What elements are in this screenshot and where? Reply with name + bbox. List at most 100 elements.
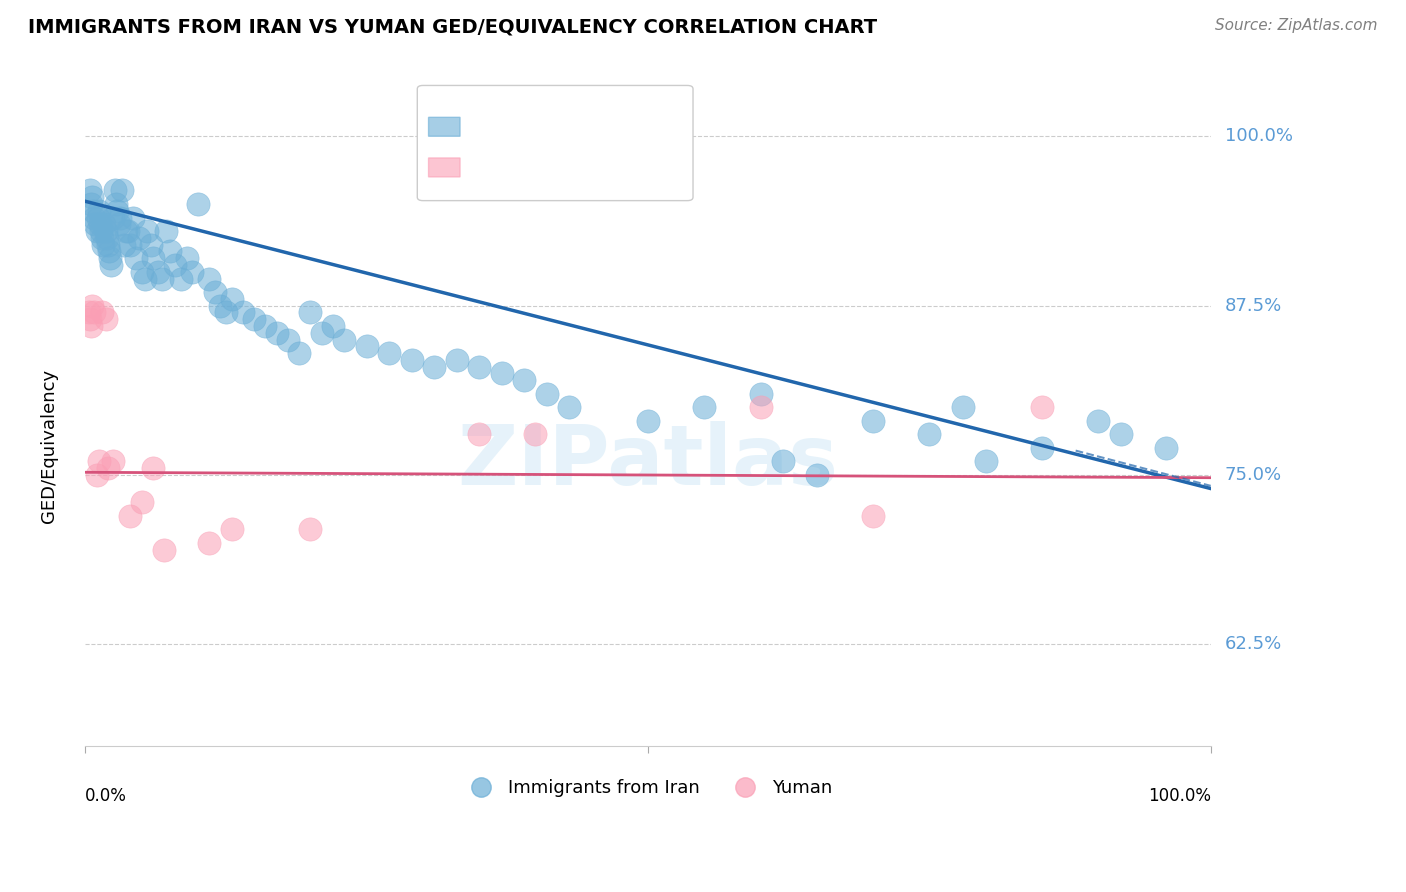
Point bbox=[105, 203, 128, 218]
Point bbox=[77, 305, 100, 319]
Point bbox=[89, 217, 111, 231]
Point bbox=[423, 359, 446, 374]
Point bbox=[1087, 414, 1109, 428]
Point bbox=[221, 292, 243, 306]
Point bbox=[79, 312, 101, 326]
Point bbox=[772, 454, 794, 468]
Point bbox=[198, 271, 221, 285]
Point bbox=[131, 265, 153, 279]
Point bbox=[637, 414, 659, 428]
Point bbox=[209, 299, 232, 313]
Point bbox=[254, 318, 277, 333]
Point bbox=[181, 265, 204, 279]
Point bbox=[277, 333, 299, 347]
Point bbox=[100, 258, 122, 272]
Point bbox=[79, 184, 101, 198]
Point bbox=[1154, 441, 1177, 455]
Point bbox=[108, 217, 131, 231]
Text: 75.0%: 75.0% bbox=[1225, 466, 1282, 484]
Point bbox=[468, 427, 491, 442]
Point bbox=[91, 305, 114, 319]
Point bbox=[299, 305, 322, 319]
Point bbox=[125, 251, 148, 265]
Point bbox=[80, 190, 103, 204]
Point bbox=[86, 211, 108, 225]
Point bbox=[187, 197, 209, 211]
Point bbox=[322, 318, 344, 333]
Point bbox=[378, 346, 401, 360]
Text: 0.0%: 0.0% bbox=[86, 787, 127, 805]
Point bbox=[159, 244, 181, 259]
Point bbox=[232, 305, 254, 319]
Point bbox=[136, 224, 159, 238]
Point bbox=[243, 312, 266, 326]
Point bbox=[155, 224, 177, 238]
Point bbox=[524, 427, 547, 442]
Point bbox=[142, 251, 165, 265]
Point bbox=[83, 305, 105, 319]
Point bbox=[170, 271, 193, 285]
Point bbox=[104, 197, 127, 211]
Point bbox=[87, 203, 110, 218]
Point bbox=[198, 535, 221, 549]
Point bbox=[103, 454, 125, 468]
Point bbox=[90, 224, 112, 238]
Point bbox=[128, 231, 150, 245]
Point bbox=[80, 299, 103, 313]
Point bbox=[94, 224, 117, 238]
Text: 100.0%: 100.0% bbox=[1147, 787, 1211, 805]
Point bbox=[150, 271, 173, 285]
Point bbox=[87, 454, 110, 468]
Point bbox=[918, 427, 941, 442]
Point bbox=[749, 386, 772, 401]
Point bbox=[536, 386, 558, 401]
Point bbox=[131, 495, 153, 509]
Point bbox=[491, 367, 513, 381]
Point bbox=[749, 401, 772, 415]
Point bbox=[97, 461, 120, 475]
Point bbox=[862, 414, 884, 428]
Point bbox=[356, 339, 378, 353]
Point bbox=[446, 352, 468, 367]
Point bbox=[94, 312, 117, 326]
Point bbox=[82, 203, 104, 218]
Point bbox=[117, 224, 139, 238]
Point bbox=[120, 237, 142, 252]
Point bbox=[468, 359, 491, 374]
Point bbox=[86, 468, 108, 483]
Text: GED/Equivalency: GED/Equivalency bbox=[41, 369, 58, 523]
Point bbox=[114, 224, 136, 238]
Point bbox=[401, 352, 423, 367]
Legend: Immigrants from Iran, Yuman: Immigrants from Iran, Yuman bbox=[456, 772, 839, 805]
Point bbox=[176, 251, 198, 265]
Point bbox=[1109, 427, 1132, 442]
Point bbox=[111, 184, 134, 198]
Point bbox=[97, 237, 120, 252]
Point bbox=[91, 231, 114, 245]
Point bbox=[153, 542, 176, 557]
Point bbox=[266, 326, 288, 340]
Point bbox=[299, 522, 322, 536]
Point bbox=[120, 508, 142, 523]
Point bbox=[513, 373, 536, 387]
Point bbox=[83, 211, 105, 225]
FancyBboxPatch shape bbox=[429, 158, 460, 177]
Point bbox=[311, 326, 333, 340]
Point bbox=[558, 401, 581, 415]
Point bbox=[148, 265, 170, 279]
Point bbox=[134, 271, 156, 285]
Text: R = -0.030   N = 23: R = -0.030 N = 23 bbox=[471, 158, 648, 176]
Point bbox=[1031, 401, 1053, 415]
Point bbox=[204, 285, 226, 299]
Point bbox=[93, 217, 115, 231]
Text: 62.5%: 62.5% bbox=[1225, 635, 1282, 653]
Point bbox=[121, 211, 143, 225]
Point bbox=[139, 237, 162, 252]
Point bbox=[288, 346, 311, 360]
Point bbox=[97, 244, 120, 259]
Text: R = -0.367   N = 86: R = -0.367 N = 86 bbox=[471, 117, 648, 135]
Point bbox=[80, 197, 103, 211]
Point bbox=[86, 224, 108, 238]
Point bbox=[215, 305, 238, 319]
Point bbox=[80, 318, 103, 333]
